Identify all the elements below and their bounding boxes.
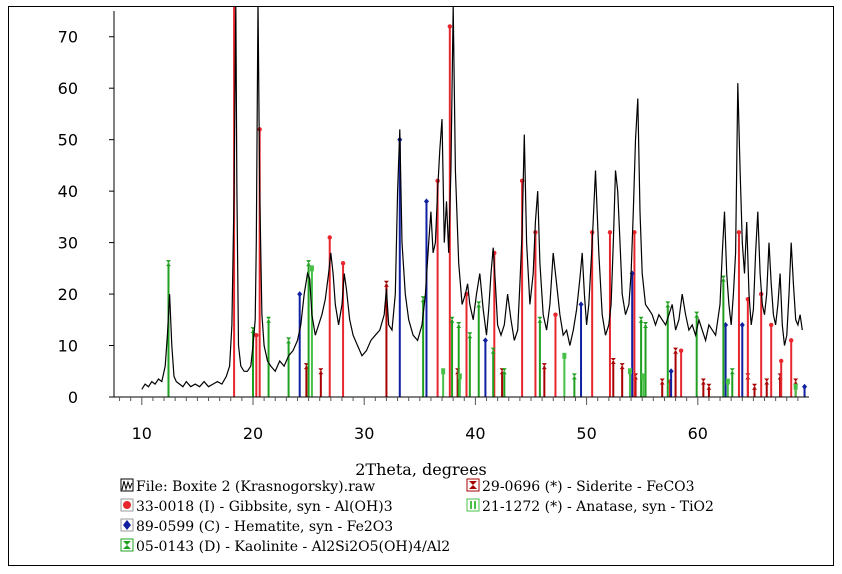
phase-marker xyxy=(619,363,625,370)
phase-marker xyxy=(706,383,712,390)
phase-marker xyxy=(340,260,346,266)
x-tick-label: 30 xyxy=(354,424,374,443)
phase-marker xyxy=(578,301,584,308)
legend-label: 89-0599 (C) - Hematite, syn - Fe2O3 xyxy=(136,519,393,535)
y-tick-label: 10 xyxy=(58,337,78,356)
phase-marker xyxy=(423,198,429,205)
phase-marker xyxy=(610,357,616,364)
phase-marker xyxy=(501,368,507,375)
phase-marker xyxy=(793,378,799,385)
phase-marker xyxy=(441,368,446,375)
phase-marker xyxy=(789,338,794,343)
phase-marker xyxy=(678,348,684,353)
phase-marker xyxy=(779,358,784,364)
phase-marker xyxy=(306,260,312,267)
phase-marker xyxy=(537,316,543,323)
phase-marker xyxy=(309,265,314,272)
phase-marker xyxy=(764,378,770,385)
phase-marker xyxy=(720,275,726,282)
phase-marker xyxy=(752,383,758,390)
phase-marker xyxy=(254,333,259,338)
diamond-icon-glyph xyxy=(123,520,131,530)
phase-marker xyxy=(643,321,649,328)
y-tick-label: 20 xyxy=(58,285,78,304)
x-tick-label: 10 xyxy=(132,424,152,443)
phase-marker xyxy=(700,378,706,385)
phase-marker xyxy=(627,368,632,375)
phase-marker xyxy=(476,301,482,308)
bars-icon-glyph xyxy=(470,501,472,509)
x-tick-label: 60 xyxy=(688,424,708,443)
phase-marker xyxy=(665,301,671,308)
phase-marker xyxy=(318,368,324,375)
hourglass-icon-glyph xyxy=(123,541,131,549)
phase-marker xyxy=(739,321,745,328)
phase-marker xyxy=(297,291,303,298)
phase-marker xyxy=(668,368,674,375)
hourglass-icon-glyph xyxy=(469,481,477,489)
phase-marker xyxy=(456,321,462,328)
x-axis-title: 2Theta, degrees xyxy=(355,460,487,479)
phase-marker xyxy=(659,378,665,385)
phase-marker xyxy=(490,347,496,354)
phase-marker xyxy=(553,312,558,317)
phase-marker xyxy=(457,373,462,380)
phase-marker xyxy=(571,373,577,380)
phase-marker xyxy=(266,316,272,323)
phase-marker xyxy=(802,383,808,390)
phase-marker xyxy=(327,235,332,240)
bars-icon xyxy=(466,498,480,512)
phase-marker xyxy=(638,316,644,323)
legend-label: File: Boxite 2 (Krasnogorsky).raw xyxy=(136,479,375,495)
phase-lines xyxy=(165,7,808,397)
bars-icon-glyph xyxy=(474,501,476,509)
y-tick-label: 70 xyxy=(58,28,78,47)
phase-marker xyxy=(449,316,455,323)
phase-marker xyxy=(768,322,774,328)
phase-marker xyxy=(673,347,679,354)
x-tick-label: 40 xyxy=(465,424,485,443)
legend-label: 29-0696 (*) - Siderite - FeCO3 xyxy=(482,479,695,495)
legend-label: 21-1272 (*) - Anatase, syn - TiO2 xyxy=(482,499,714,515)
phase-marker xyxy=(541,363,547,370)
legend-label: 33-0018 (I) - Gibbsite, syn - Al(OH)3 xyxy=(136,499,393,515)
phase-marker xyxy=(562,352,567,359)
y-tick-label: 30 xyxy=(58,234,78,253)
phase-marker xyxy=(729,368,735,375)
phase-marker xyxy=(607,230,613,235)
y-tick-label: 40 xyxy=(58,182,78,201)
phase-marker xyxy=(447,24,453,29)
pattern-line xyxy=(141,7,803,390)
y-tick-label: 50 xyxy=(58,131,78,150)
chart-frame: 10 20 30 40 50 60 0 10 20 30 40 50 60 70 2Theta, deg… xyxy=(8,6,834,566)
phase-marker xyxy=(482,337,488,344)
y-tick-label: 60 xyxy=(58,79,78,98)
circle-icon-glyph xyxy=(123,501,131,509)
x-ticks: 10 20 30 40 50 60 xyxy=(119,397,799,443)
phase-marker xyxy=(694,311,700,318)
x-tick-label: 50 xyxy=(576,424,596,443)
y-ticks: 0 10 20 30 40 50 60 70 xyxy=(58,28,114,407)
pattern-icon-glyph xyxy=(121,480,133,491)
phase-marker xyxy=(467,332,473,339)
phase-marker xyxy=(736,230,742,235)
phase-marker xyxy=(793,383,798,390)
legend: File: Boxite 2 (Krasnogorsky).raw 33-0018… xyxy=(120,478,714,555)
y-tick-label: 0 xyxy=(68,388,78,407)
phase-marker xyxy=(725,378,730,385)
phase-marker xyxy=(383,280,389,287)
xrd-chart: 10 20 30 40 50 60 0 10 20 30 40 50 60 70 2Theta, deg… xyxy=(58,7,809,555)
phase-marker xyxy=(165,260,171,267)
phase-marker xyxy=(641,373,646,380)
phase-marker xyxy=(632,230,637,235)
legend-label: 05-0143 (D) - Kaolinite - Al2Si2O5(OH)4/… xyxy=(136,539,450,555)
phase-marker xyxy=(286,337,292,344)
x-tick-label: 20 xyxy=(243,424,263,443)
